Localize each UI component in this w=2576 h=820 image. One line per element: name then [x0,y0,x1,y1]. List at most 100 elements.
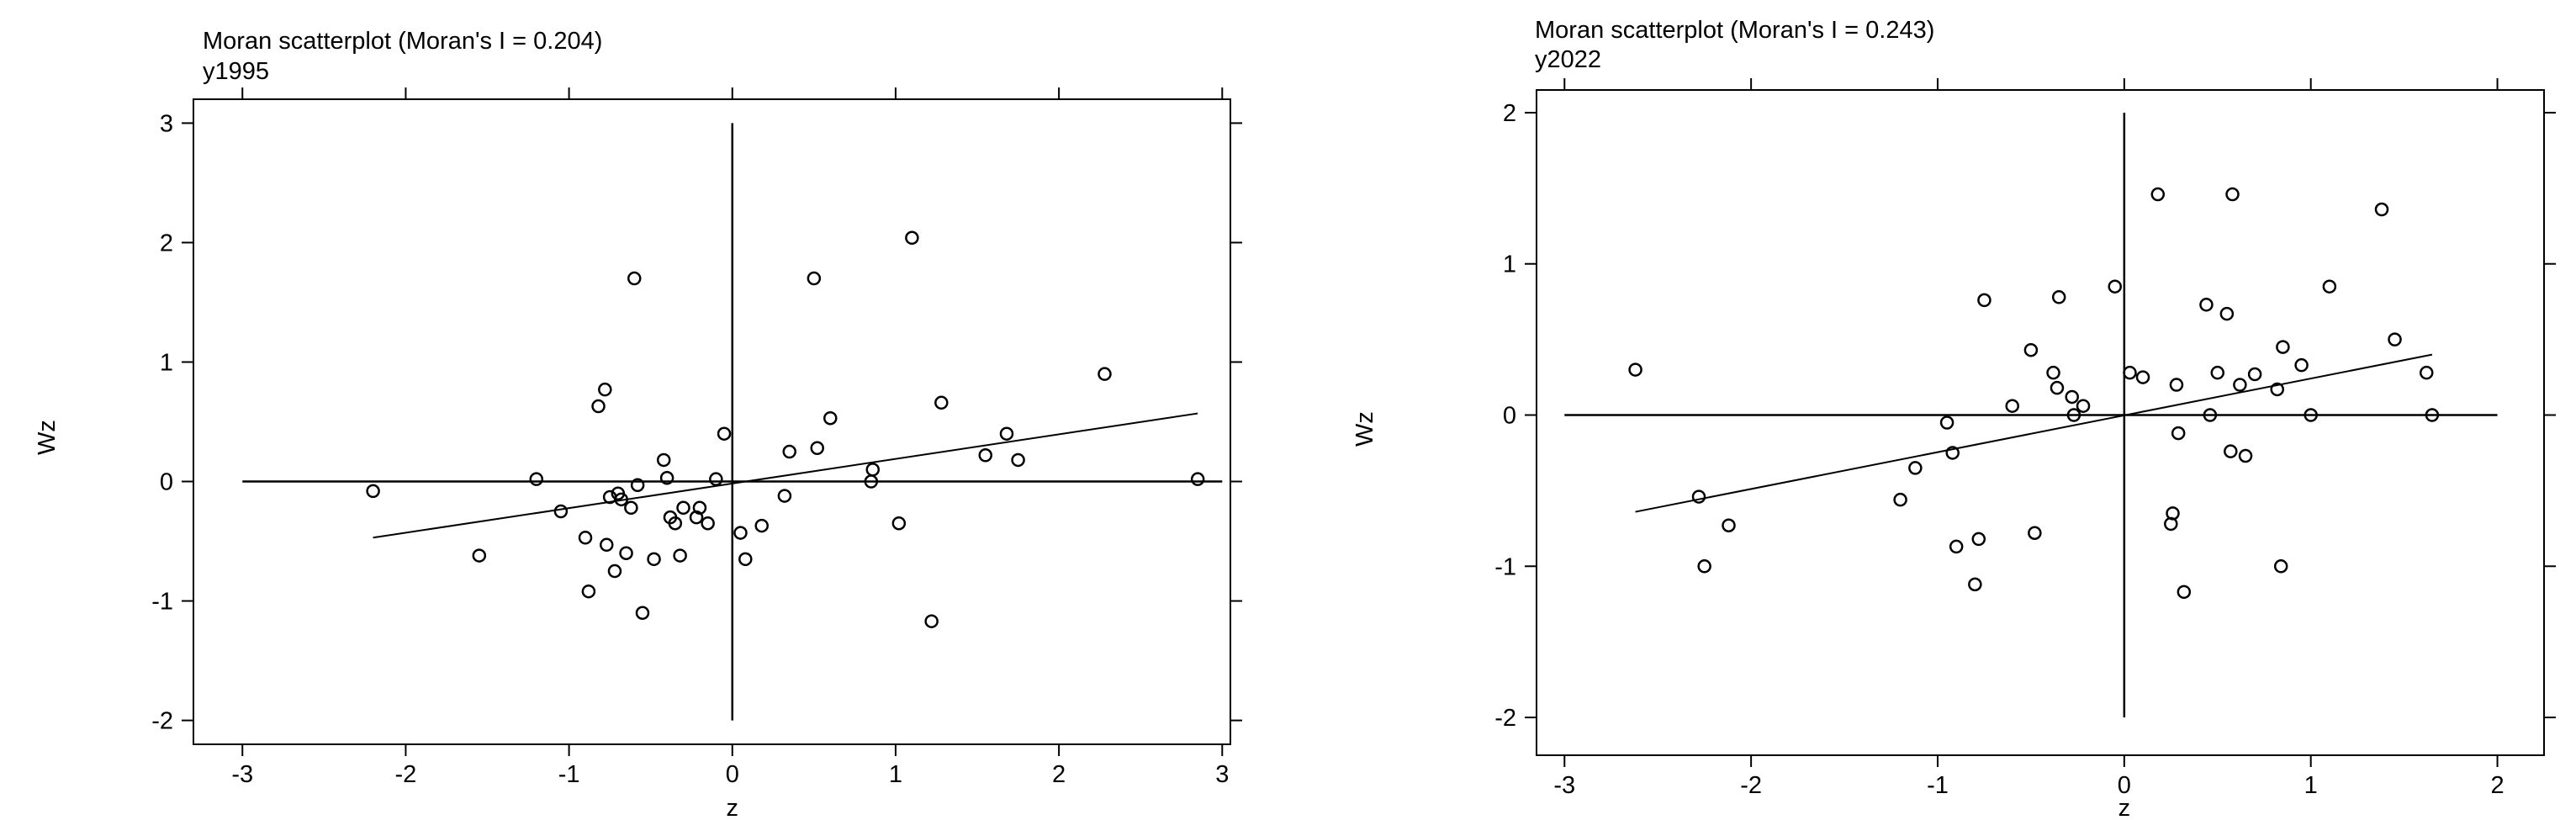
regression-line [373,412,1198,539]
data-point [905,230,919,246]
data-point [2374,202,2389,217]
data-point [2210,365,2225,380]
data-point [2247,367,2262,382]
x-tick-label: 1 [889,761,902,788]
data-point [2425,408,2440,422]
data-point [630,478,645,493]
chart-panel-1995: -3 -2 -1 0 1 2 3 -2 -1 0 1 2 3 z Wz Moran scatterplot … [34,29,1242,820]
x-axis-label: z [2118,795,2131,820]
data-point [581,584,596,599]
data-point [717,426,732,441]
data-point [627,271,642,286]
data-point [600,537,614,553]
x-tick-label: -1 [558,761,580,788]
data-point [2294,357,2309,373]
data-point [810,441,824,455]
y-tick-label: 1 [1503,251,1516,278]
data-point [614,492,628,507]
x-tick-label: -3 [231,761,253,788]
data-point [2066,408,2081,422]
y-tick-label: -1 [1494,553,1516,580]
x-tick-label: 3 [1215,761,1229,788]
data-point [701,516,715,531]
x-tick-label: 0 [726,761,739,788]
data-point [676,500,690,516]
y-tick-label: 0 [160,469,173,496]
x-tick-label: 2 [1052,761,1066,788]
data-point [2388,332,2402,347]
data-point [2177,585,2192,600]
data-point [635,606,650,621]
data-point [2270,382,2285,397]
x-tick-label: 1 [2304,772,2318,799]
data-point [2273,559,2288,574]
data-point [659,471,674,485]
x-axis-label: z [727,795,739,820]
chart-panel-2022: -3 -2 -1 0 1 2 -2 -1 0 1 2 z Wz Moran scatterplot (M… [1288,0,2576,820]
y-tick-label: 1 [160,349,173,376]
x-tick-label: -3 [1553,772,1575,799]
data-point [934,395,949,410]
data-point [2322,279,2337,294]
regression-line [1635,353,2433,513]
data-point [2050,380,2065,395]
data-point [2276,340,2290,354]
y-axis-label: Wz [1351,411,1378,447]
data-point [1722,518,1736,532]
data-point [754,518,769,533]
data-point [1945,446,1960,460]
y-tick-label: -2 [1494,705,1516,732]
data-point [999,426,1014,441]
data-point [2238,448,2253,463]
data-point [1697,559,1711,574]
data-point [529,472,544,486]
data-point [1939,415,1954,430]
moran-scatterplot-1995: -3 -2 -1 0 1 2 3 -2 -1 0 1 2 3 z Wz [34,87,1242,820]
data-point [2135,370,2150,384]
data-point [366,484,380,499]
data-point [692,500,707,516]
data-point [2219,306,2235,321]
data-point [553,504,569,519]
data-point [1628,362,1642,377]
data-point [2203,408,2218,422]
plot-frame [1536,89,2545,756]
data-point [1011,452,1025,468]
data-point [807,271,822,286]
data-point [607,563,622,579]
x-tick-label: -2 [1740,772,1762,799]
data-point [1691,489,1706,504]
data-point [733,526,748,540]
y-tick-label: 2 [160,230,173,257]
data-point [656,452,671,468]
data-point [1977,293,1992,308]
data-point [591,399,606,414]
data-point [2171,426,2186,441]
data-point [2065,389,2079,405]
data-point [2166,506,2180,521]
data-point [738,552,753,567]
data-point [2150,187,2166,202]
data-point [2123,365,2137,380]
data-point [891,516,907,531]
data-point [823,410,838,426]
chart-title: Moran scatterplot (Moran's I = 0.243) [1535,17,1935,44]
data-point [619,546,633,560]
data-point [2419,365,2434,380]
data-point [709,472,723,486]
data-point [2076,399,2091,413]
data-point [668,516,683,531]
data-point [1893,492,1907,507]
data-point [2224,444,2238,458]
y-tick-label: 3 [160,110,173,137]
data-point [2046,365,2060,380]
data-point [2199,298,2214,312]
data-point [2108,279,2122,294]
x-tick-label: -2 [395,761,417,788]
data-point [1190,472,1205,486]
data-point [1908,461,1923,475]
data-point [673,548,687,563]
y-tick-label: 0 [1503,403,1516,430]
y-tick-label: -2 [151,708,173,735]
data-point [2233,378,2247,392]
